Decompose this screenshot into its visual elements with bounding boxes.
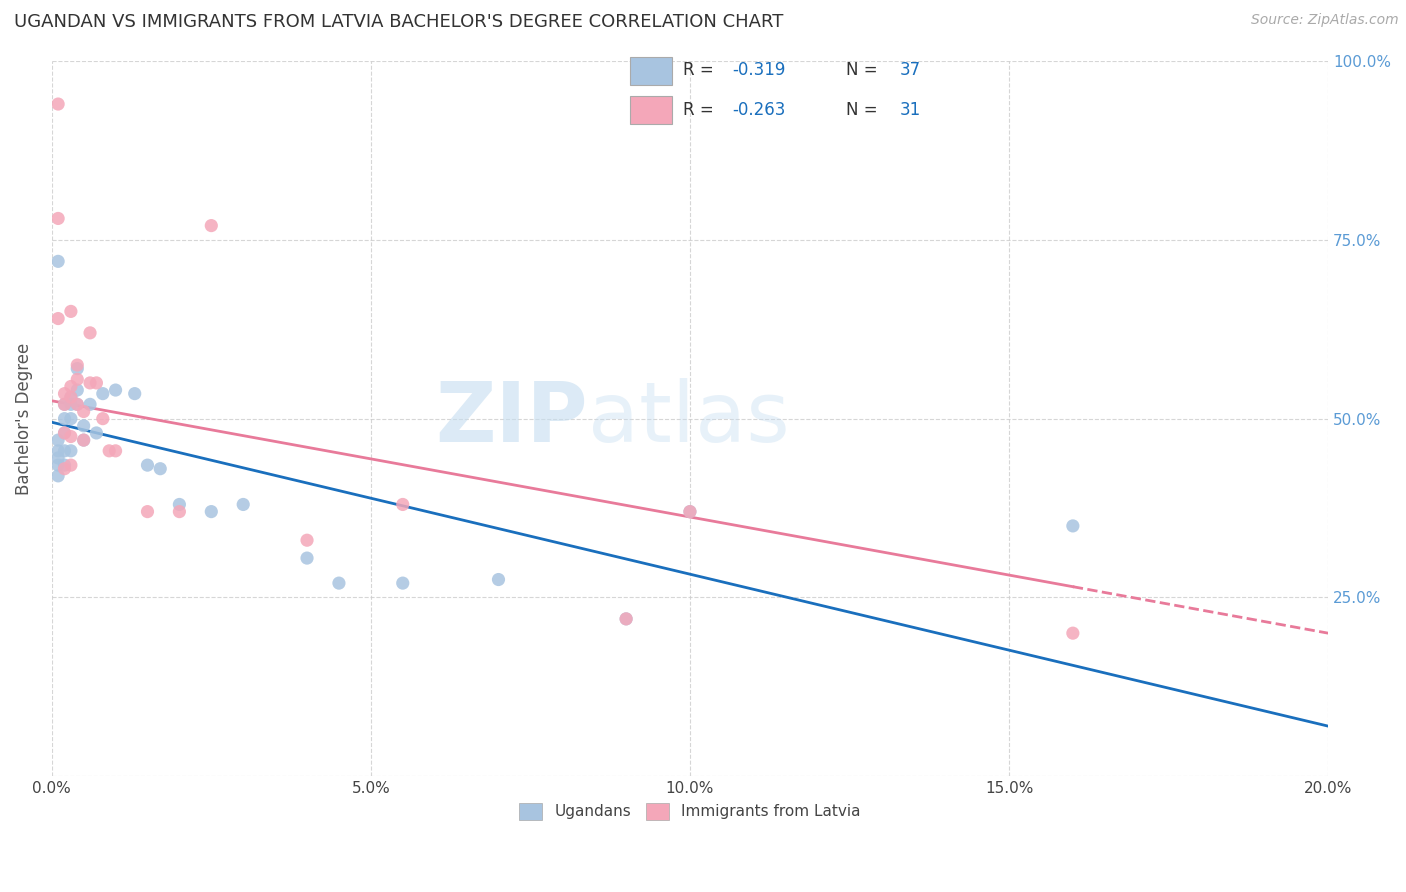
Point bbox=[295, 533, 318, 548]
Point bbox=[79, 326, 101, 340]
Point bbox=[59, 397, 82, 411]
Point bbox=[59, 390, 82, 404]
Point bbox=[53, 397, 76, 411]
Point bbox=[200, 219, 222, 233]
Point bbox=[614, 612, 637, 626]
Point bbox=[53, 458, 76, 472]
Point bbox=[98, 443, 121, 458]
Text: R =: R = bbox=[683, 101, 720, 119]
Point bbox=[66, 372, 89, 386]
Point bbox=[53, 443, 76, 458]
Point bbox=[53, 397, 76, 411]
Point bbox=[59, 379, 82, 393]
Point bbox=[79, 376, 101, 390]
Point bbox=[46, 468, 69, 483]
Point bbox=[91, 411, 114, 425]
Point bbox=[149, 461, 172, 475]
Point bbox=[488, 573, 510, 587]
Point bbox=[66, 397, 89, 411]
Point bbox=[53, 411, 76, 425]
Point bbox=[46, 211, 69, 226]
Point bbox=[91, 386, 114, 401]
Text: N =: N = bbox=[846, 62, 883, 79]
Point bbox=[66, 383, 89, 397]
Point bbox=[104, 443, 127, 458]
Point bbox=[104, 383, 127, 397]
Text: N =: N = bbox=[846, 101, 883, 119]
Point bbox=[53, 425, 76, 440]
Point bbox=[169, 498, 191, 512]
Point bbox=[328, 576, 350, 591]
Point bbox=[73, 418, 96, 433]
Point bbox=[1062, 626, 1084, 640]
Y-axis label: Bachelor's Degree: Bachelor's Degree bbox=[15, 343, 32, 495]
Point bbox=[46, 458, 69, 472]
Point bbox=[200, 505, 222, 519]
Point bbox=[679, 505, 702, 519]
Point bbox=[59, 390, 82, 404]
Text: -0.319: -0.319 bbox=[733, 62, 786, 79]
FancyBboxPatch shape bbox=[630, 95, 672, 124]
Point bbox=[53, 425, 76, 440]
Point bbox=[46, 443, 69, 458]
Point bbox=[46, 450, 69, 465]
Point bbox=[391, 498, 413, 512]
Point bbox=[66, 358, 89, 372]
Point bbox=[169, 505, 191, 519]
Point bbox=[59, 429, 82, 443]
Point bbox=[391, 576, 413, 591]
Point bbox=[59, 411, 82, 425]
Point bbox=[73, 404, 96, 418]
Text: UGANDAN VS IMMIGRANTS FROM LATVIA BACHELOR'S DEGREE CORRELATION CHART: UGANDAN VS IMMIGRANTS FROM LATVIA BACHEL… bbox=[14, 13, 783, 31]
Text: -0.263: -0.263 bbox=[733, 101, 786, 119]
Point bbox=[73, 433, 96, 447]
Point bbox=[73, 433, 96, 447]
Point bbox=[614, 612, 637, 626]
Point bbox=[53, 461, 76, 475]
Point bbox=[46, 433, 69, 447]
Point bbox=[295, 551, 318, 566]
Point bbox=[46, 97, 69, 112]
Point bbox=[1062, 519, 1084, 533]
FancyBboxPatch shape bbox=[630, 57, 672, 86]
Text: 37: 37 bbox=[900, 62, 921, 79]
Point bbox=[66, 361, 89, 376]
Point bbox=[59, 458, 82, 472]
Point bbox=[46, 254, 69, 268]
Point bbox=[59, 304, 82, 318]
Point bbox=[46, 311, 69, 326]
Point bbox=[66, 397, 89, 411]
Point bbox=[86, 425, 108, 440]
Point bbox=[53, 386, 76, 401]
Point bbox=[59, 443, 82, 458]
Legend: Ugandans, Immigrants from Latvia: Ugandans, Immigrants from Latvia bbox=[513, 797, 868, 826]
Point bbox=[232, 498, 254, 512]
Text: 31: 31 bbox=[900, 101, 921, 119]
Point bbox=[124, 386, 146, 401]
Point bbox=[136, 505, 159, 519]
Point bbox=[86, 376, 108, 390]
Point bbox=[79, 397, 101, 411]
Point bbox=[136, 458, 159, 472]
Text: R =: R = bbox=[683, 62, 720, 79]
Text: ZIP: ZIP bbox=[436, 378, 588, 459]
Point bbox=[679, 505, 702, 519]
Text: atlas: atlas bbox=[588, 378, 790, 459]
Text: Source: ZipAtlas.com: Source: ZipAtlas.com bbox=[1251, 13, 1399, 28]
